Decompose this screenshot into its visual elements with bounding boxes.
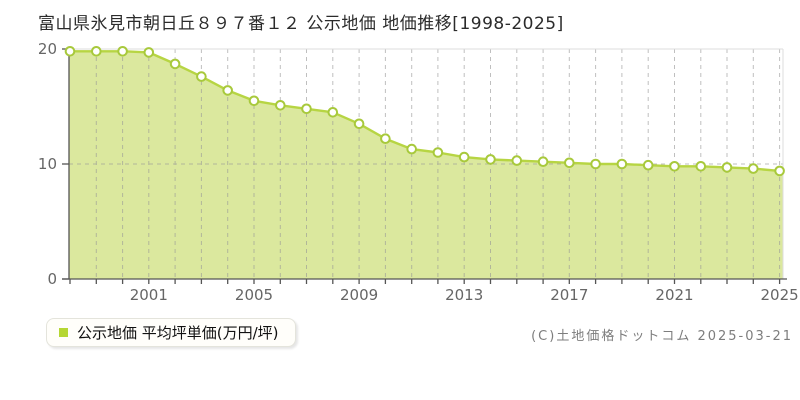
- data-point-2021: [669, 161, 680, 172]
- data-point-2001: [143, 47, 155, 58]
- data-point-2002: [169, 58, 181, 70]
- data-point-2009: [353, 118, 365, 130]
- x-tick-label: 2025: [761, 286, 799, 304]
- data-point-1999: [91, 46, 102, 57]
- data-point-2018: [590, 158, 601, 170]
- data-point-2014: [485, 154, 496, 165]
- data-point-2012: [432, 147, 444, 158]
- data-point-2019: [616, 158, 628, 170]
- data-point-2007: [301, 103, 312, 115]
- y-tick-label: 0: [47, 270, 57, 288]
- data-point-2005: [248, 95, 260, 107]
- x-tick-label: 2005: [235, 286, 273, 304]
- x-tick-label: 2017: [550, 286, 588, 304]
- y-tick-label: 10: [38, 155, 57, 173]
- data-point-1998: [64, 46, 76, 57]
- data-point-2008: [327, 107, 339, 118]
- data-point-2006: [275, 100, 286, 111]
- data-point-2024: [748, 163, 759, 174]
- data-point-2004: [222, 85, 233, 96]
- data-point-2003: [196, 71, 207, 82]
- data-point-2016: [537, 156, 549, 167]
- data-point-2017: [564, 157, 575, 169]
- data-point-2011: [406, 143, 418, 155]
- copyright-credit: (C)土地価格ドットコム 2025-03-21: [531, 329, 793, 344]
- x-tick-label: 2013: [445, 286, 483, 304]
- data-point-2015: [511, 155, 523, 166]
- data-points: [64, 46, 785, 177]
- data-point-2010: [380, 133, 391, 144]
- x-tick-label: 2021: [655, 286, 693, 304]
- legend: 公示地価 平均坪単価(万円/坪): [46, 318, 296, 347]
- data-point-2020: [642, 159, 654, 171]
- tick-labels: 0 10 20 2001 2005 2009 2013 2017 2021 2025: [38, 40, 799, 304]
- legend-label: 公示地価 平均坪単価(万円/坪): [77, 324, 279, 342]
- price-area-fill: [69, 51, 783, 279]
- data-point-2025: [774, 165, 785, 177]
- data-point-2000: [117, 46, 128, 57]
- data-point-2022: [695, 161, 707, 172]
- page-title: 富山県氷見市朝日丘８９７番１２ 公示地価 地価推移[1998-2025]: [38, 14, 564, 34]
- x-tick-label: 2009: [340, 286, 378, 304]
- data-point-2013: [458, 151, 470, 163]
- y-tick-label: 20: [38, 40, 57, 58]
- x-tick-label: 2001: [130, 286, 168, 304]
- legend-marker-swatch: [59, 328, 68, 337]
- data-point-2023: [721, 162, 733, 173]
